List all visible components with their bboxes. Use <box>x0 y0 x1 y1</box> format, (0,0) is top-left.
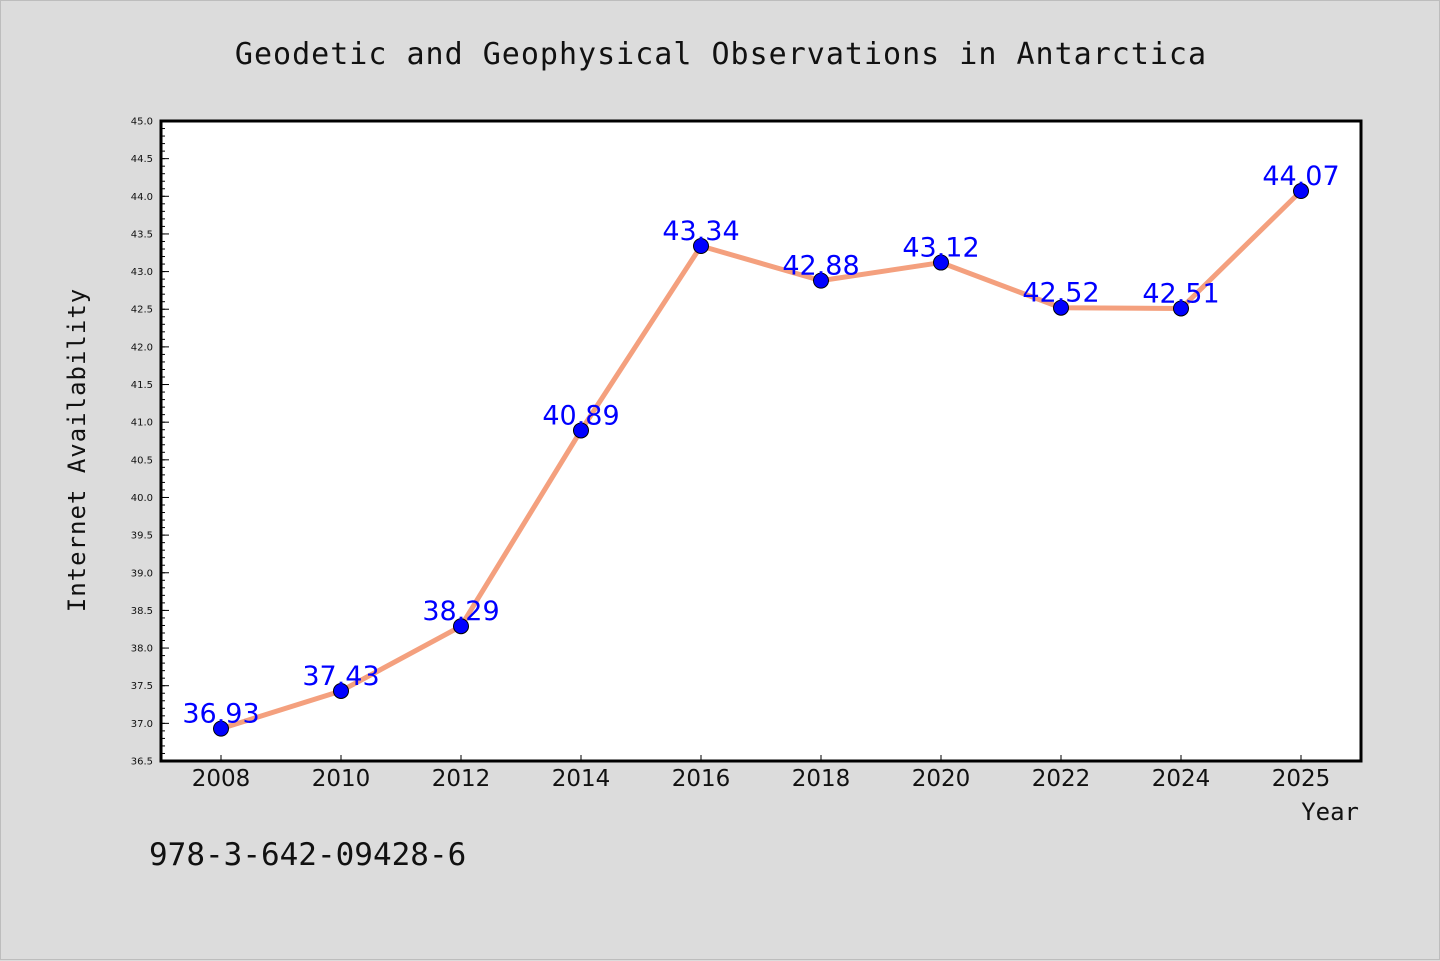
data-label: 42.51 <box>1142 278 1219 309</box>
isbn-footnote: 978-3-642-09428-6 <box>149 837 466 873</box>
data-label: 44.07 <box>1262 161 1339 192</box>
x-axis: 2008 2010 2012 2014 2016 2018 2020 2022 2024 2025 <box>192 755 1331 792</box>
data-label: 42.88 <box>782 251 859 282</box>
data-point <box>213 720 229 737</box>
y-tick-label: 37.0 <box>131 719 153 730</box>
y-tick-label: 41.5 <box>131 380 153 391</box>
data-point <box>693 237 709 254</box>
y-tick-label: 39.5 <box>131 531 153 542</box>
data-label: 37.43 <box>302 661 379 692</box>
data-point <box>1173 300 1189 317</box>
data-label: 43.34 <box>662 216 739 247</box>
data-label: 40.89 <box>542 400 619 431</box>
data-point <box>933 254 949 271</box>
y-axis: 36.5 37.0 37.5 38.0 38.5 39.0 39.5 40.0 40.5 41.0… <box>131 117 169 768</box>
x-tick-label: 2022 <box>1032 766 1091 792</box>
series-line <box>218 188 1304 732</box>
x-tick-label: 2024 <box>1152 766 1211 792</box>
y-tick-label: 41.0 <box>131 418 153 429</box>
y-tick-label: 45.0 <box>131 117 153 128</box>
y-tick-label: 38.5 <box>131 606 153 617</box>
data-label: 43.12 <box>902 233 979 264</box>
x-tick-label: 2016 <box>672 766 731 792</box>
x-tick-label: 2010 <box>312 766 371 792</box>
y-tick-label: 40.5 <box>131 455 153 466</box>
y-tick-label: 43.0 <box>131 267 153 278</box>
y-tick-label: 39.0 <box>131 568 153 579</box>
data-point <box>453 618 469 635</box>
y-tick-label: 43.5 <box>131 229 153 240</box>
data-point <box>1293 183 1309 200</box>
data-label: 38.29 <box>422 596 499 627</box>
y-tick-label: 44.5 <box>131 154 153 165</box>
x-tick-label: 2014 <box>552 766 611 792</box>
y-tick-label: 42.0 <box>131 342 153 353</box>
data-label: 42.52 <box>1022 278 1099 309</box>
y-tick-label: 40.0 <box>131 493 153 504</box>
series-layer: 36.93 37.43 38.29 40.89 43.34 42.88 43.12 42.52… <box>182 161 1340 737</box>
chart-title: Geodetic and Geophysical Observations in… <box>235 37 1207 72</box>
x-tick-label: 2018 <box>792 766 851 792</box>
y-axis-label: Internet Availability <box>63 288 91 612</box>
x-tick-label: 2008 <box>192 766 251 792</box>
x-tick-label: 2012 <box>432 766 491 792</box>
data-point <box>573 422 589 439</box>
x-tick-label: 2020 <box>912 766 971 792</box>
data-point <box>1053 299 1069 316</box>
x-tick-label: 2025 <box>1272 766 1331 792</box>
data-point <box>333 682 349 699</box>
y-tick-label: 44.0 <box>131 192 153 203</box>
plot-area <box>159 119 1363 763</box>
y-tick-label: 38.0 <box>131 644 153 655</box>
data-point <box>813 272 829 289</box>
data-label: 36.93 <box>182 699 259 730</box>
y-tick-label: 37.5 <box>131 681 153 692</box>
y-tick-label: 36.5 <box>131 757 153 768</box>
x-axis-label: Year <box>1301 798 1359 826</box>
y-tick-label: 42.5 <box>131 305 153 316</box>
